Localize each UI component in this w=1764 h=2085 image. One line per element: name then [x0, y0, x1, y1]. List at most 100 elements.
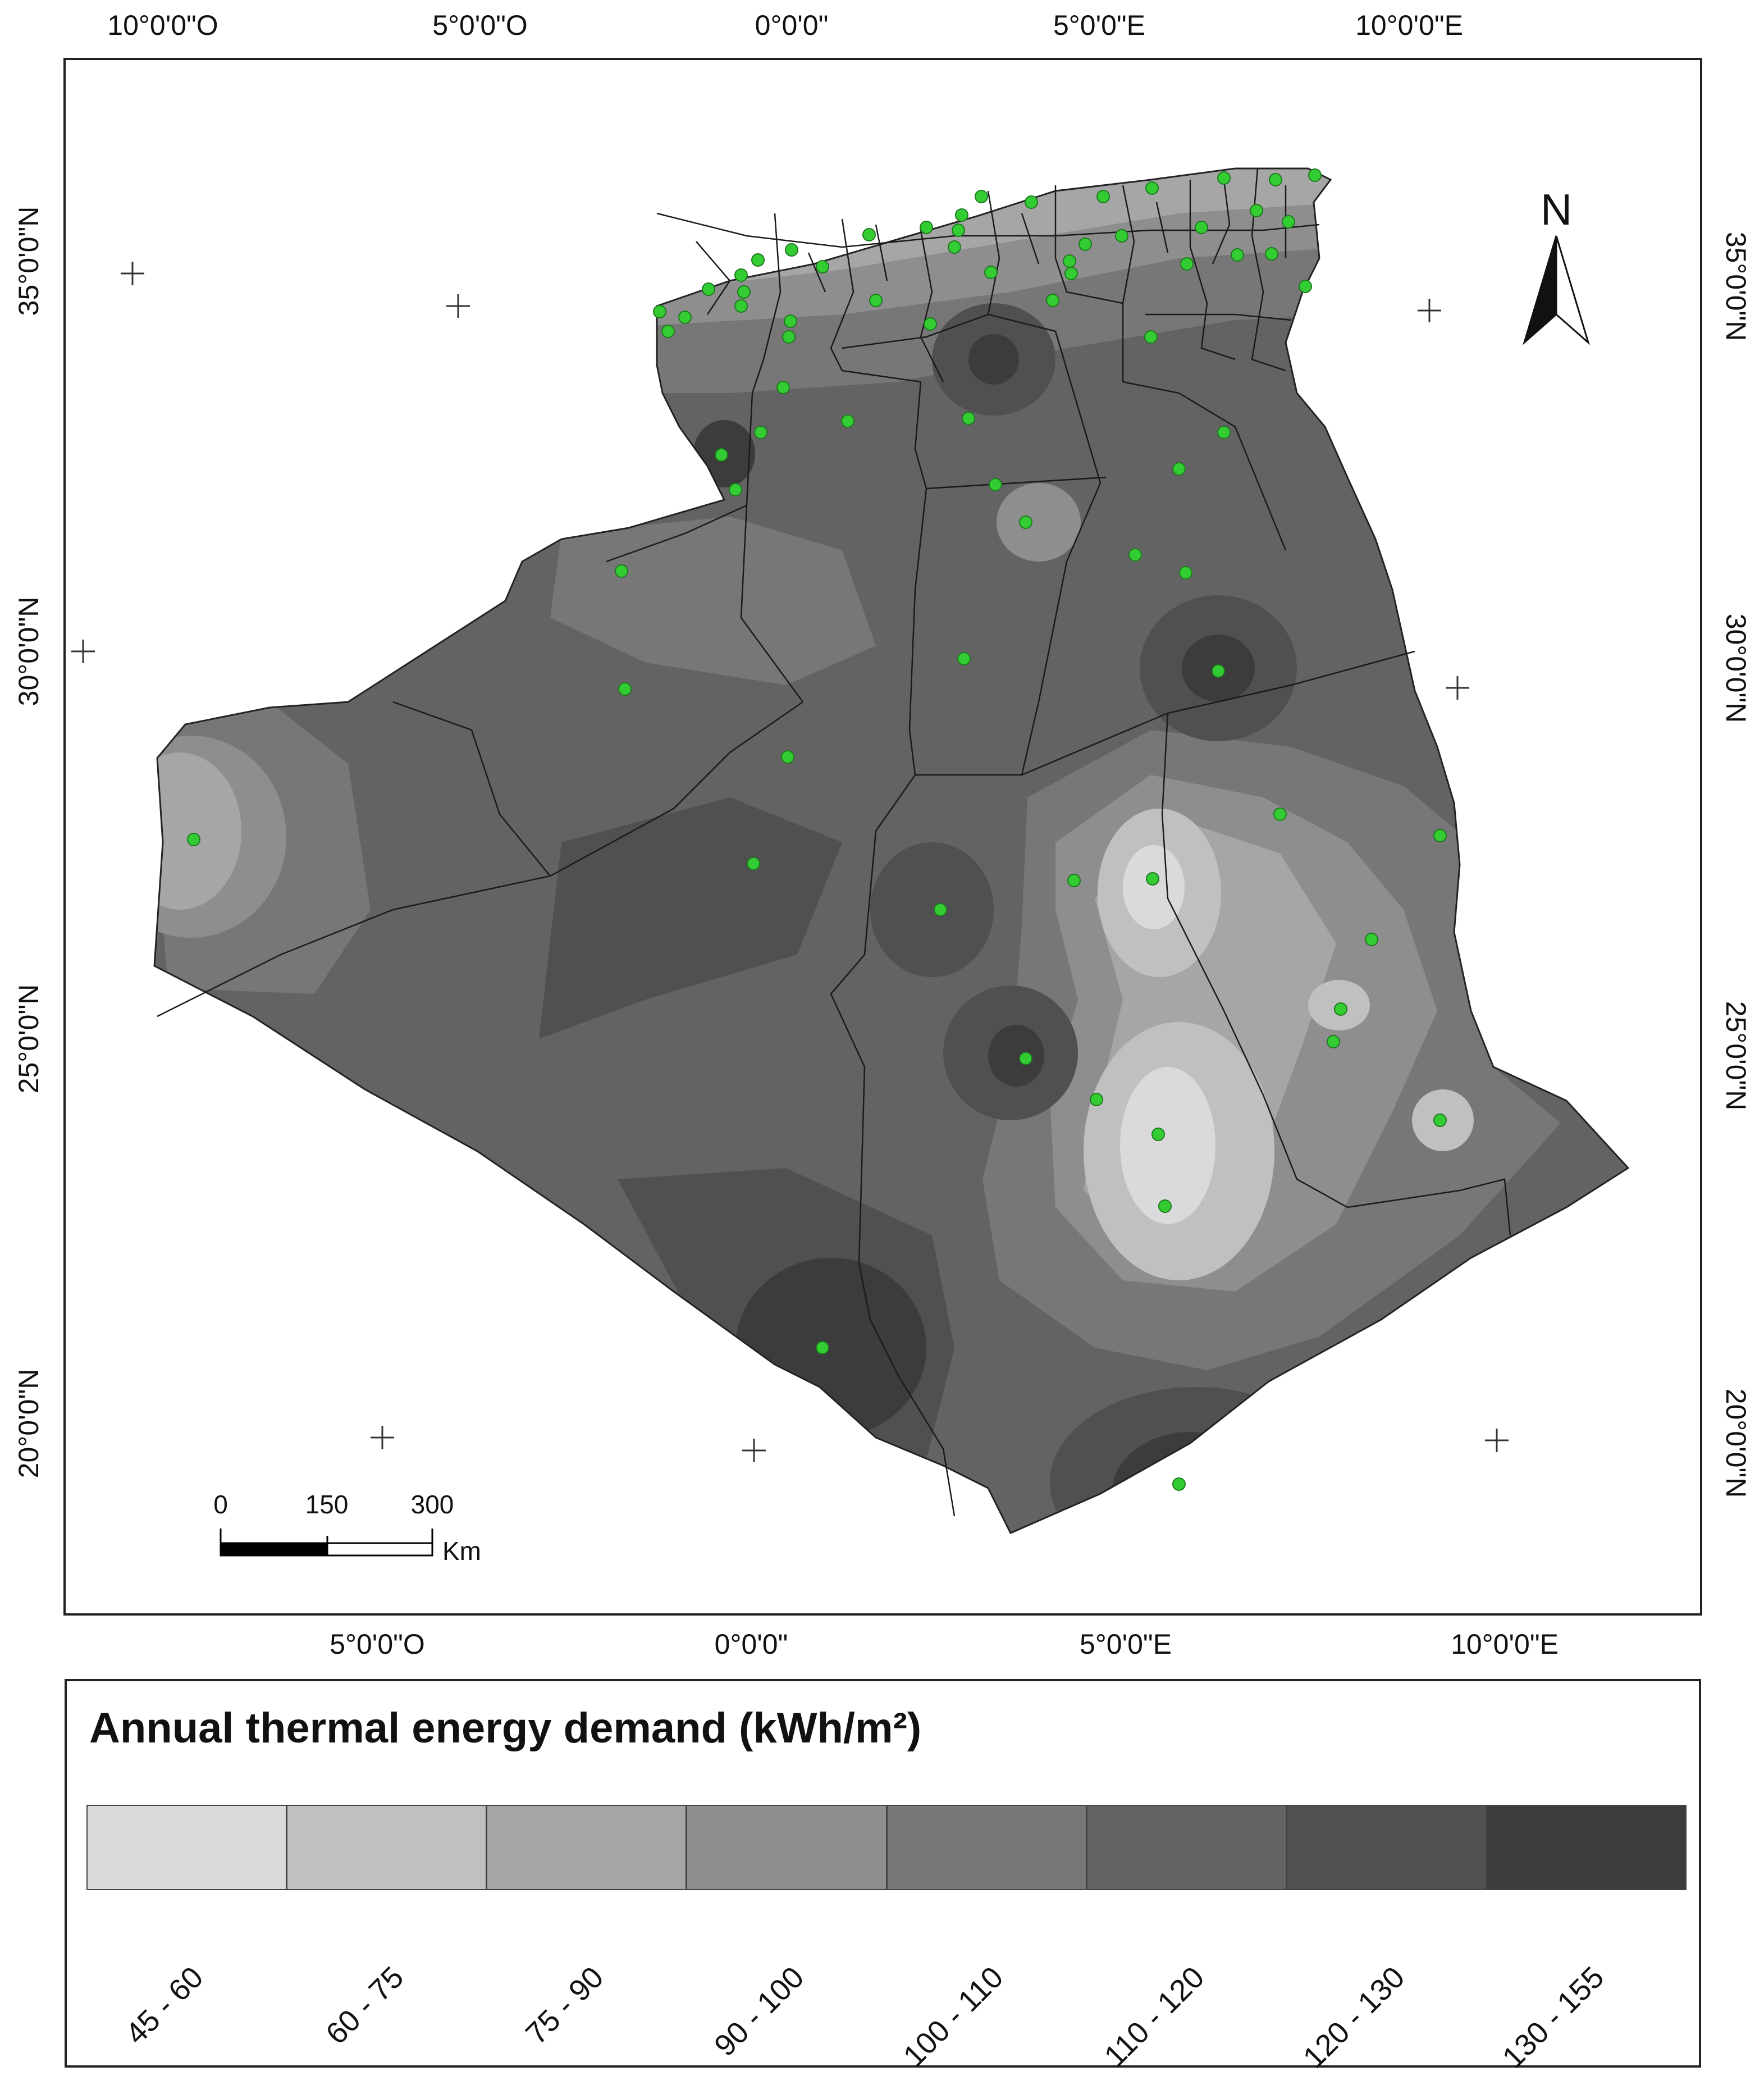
station-point [1046, 294, 1059, 307]
scale-tick-300: 300 [411, 1490, 454, 1519]
station-point [1365, 933, 1378, 946]
station-point [984, 266, 998, 279]
legend-swatch [687, 1806, 888, 1889]
station-point [1231, 248, 1244, 262]
station-point [1265, 247, 1278, 261]
station-point [862, 228, 876, 241]
station-point [841, 414, 854, 428]
station-point [1158, 1199, 1172, 1213]
scale-tick-0: 0 [213, 1490, 228, 1519]
station-point [934, 903, 947, 916]
station-point [1308, 168, 1322, 182]
legend: Annual thermal energy demand (kWh/m²) 45… [65, 1679, 1701, 2075]
left-lat-label: 30°0'0"N [13, 597, 44, 706]
scale-bar: 0 150 300 Km [213, 1490, 481, 1566]
station-point [1096, 190, 1110, 203]
right-lat-label: 35°0'0"N [1720, 232, 1752, 341]
station-point [747, 857, 760, 870]
station-point [1064, 267, 1078, 280]
legend-color-ramp [86, 1805, 1687, 1890]
station-point [1299, 280, 1312, 293]
legend-class-label: 130 - 155 [1496, 1960, 1611, 2075]
legend-class-label: 60 - 75 [319, 1960, 410, 2051]
station-point [1172, 1477, 1186, 1491]
legend-swatch [1487, 1806, 1685, 1889]
station-point [1128, 548, 1142, 562]
station-point [1146, 872, 1159, 886]
station-point [975, 190, 988, 203]
legend-swatch [287, 1806, 488, 1889]
top-lon-label: 0°0'0" [755, 10, 829, 41]
station-point [1179, 566, 1192, 580]
station-point [1433, 1114, 1447, 1127]
legend-class-label: 120 - 130 [1296, 1960, 1411, 2075]
station-point [618, 682, 632, 696]
top-lon-label: 10°0'0"E [1355, 10, 1463, 41]
station-point [729, 483, 742, 496]
bottom-lon-label: 0°0'0" [715, 1628, 788, 1660]
legend-class-label: 75 - 90 [519, 1960, 610, 2051]
legend-swatch [887, 1806, 1087, 1889]
station-point [702, 282, 715, 296]
station-point [1180, 257, 1194, 271]
station-point [816, 1341, 829, 1354]
station-point [781, 750, 794, 764]
station-point [1019, 515, 1032, 529]
station-point [782, 330, 796, 344]
station-point [989, 478, 1002, 491]
station-point [1019, 1052, 1032, 1065]
station-point [751, 253, 765, 267]
top-lon-label: 5°0'0"O [432, 10, 528, 41]
station-point [653, 305, 666, 318]
top-lon-label: 5°0'0"E [1053, 10, 1145, 41]
province-boundaries [157, 168, 1511, 1517]
station-point [869, 294, 883, 307]
station-point [1151, 1128, 1165, 1141]
station-points [187, 168, 1447, 1491]
legend-class-label: 45 - 60 [118, 1960, 210, 2051]
station-point [955, 208, 968, 222]
station-point [737, 285, 751, 299]
station-point [962, 412, 975, 425]
station-point [1195, 221, 1208, 234]
station-point [1115, 229, 1128, 243]
station-point [1063, 254, 1076, 268]
station-point [734, 268, 748, 282]
right-lat-label: 30°0'0"N [1720, 614, 1752, 723]
station-point [1067, 874, 1081, 887]
bottom-lon-label: 5°0'0"E [1080, 1628, 1172, 1660]
station-point [785, 243, 798, 257]
station-point [1172, 462, 1186, 476]
bottom-lon-label: 10°0'0"E [1451, 1628, 1559, 1660]
station-point [615, 564, 628, 578]
station-point [661, 325, 675, 338]
legend-class-label: 90 - 100 [707, 1960, 811, 2063]
station-point [1078, 238, 1092, 251]
legend-swatch [88, 1806, 288, 1889]
station-point [1090, 1093, 1103, 1106]
station-point [1217, 426, 1231, 439]
bottom-lon-label: 5°0'0"O [330, 1628, 425, 1660]
station-point [678, 311, 692, 324]
station-point [754, 426, 767, 439]
station-point [924, 317, 937, 331]
legend-class-label: 100 - 110 [897, 1960, 1010, 2073]
station-point [1269, 173, 1282, 186]
right-lat-label: 25°0'0"N [1720, 1001, 1752, 1111]
station-point [715, 448, 728, 462]
legend-swatch [1087, 1806, 1287, 1889]
north-arrow-label: N [1541, 185, 1572, 234]
station-point [1025, 195, 1038, 209]
legend-class-label: 110 - 120 [1098, 1960, 1211, 2073]
station-point [920, 221, 933, 234]
top-lon-label: 10°0'0"O [107, 10, 218, 41]
legend-swatch [487, 1806, 688, 1889]
legend-title: Annual thermal energy demand (kWh/m²) [89, 1704, 922, 1752]
station-point [1334, 1002, 1347, 1016]
station-point [776, 381, 790, 394]
north-arrow: N [1523, 185, 1590, 345]
station-point [1433, 829, 1447, 842]
scale-unit: Km [442, 1536, 481, 1566]
station-point [1212, 664, 1225, 678]
station-point [1273, 807, 1287, 821]
